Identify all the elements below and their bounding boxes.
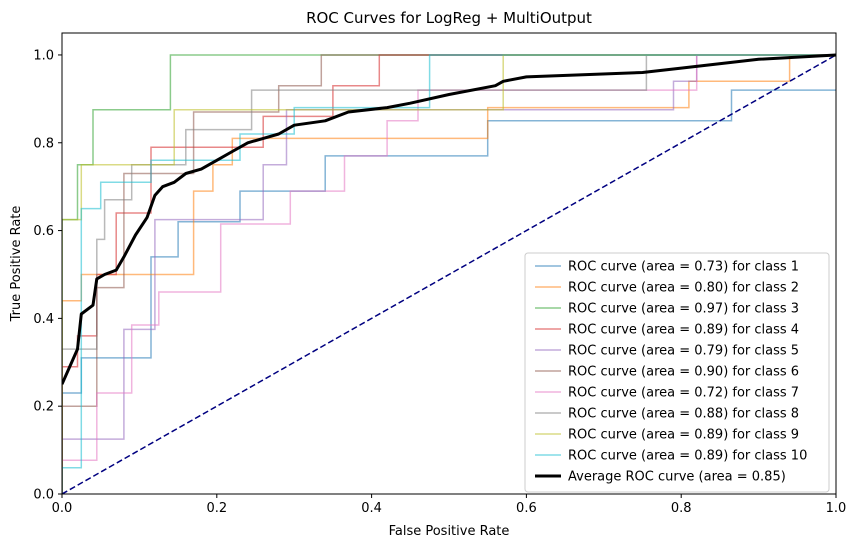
x-tick-label: 0.8: [671, 501, 692, 516]
plot-frame: [61, 32, 837, 495]
legend-label: ROC curve (area = 0.89) for class 10: [568, 449, 807, 464]
legend-label: ROC curve (area = 0.73) for class 1: [568, 260, 799, 275]
y-tick-label: 0.4: [33, 312, 54, 327]
x-tick-label: 1.0: [826, 501, 847, 516]
x-axis-ticks: 0.0 0.2 0.4 0.6 0.8 1.0: [52, 494, 847, 516]
legend-label: ROC curve (area = 0.90) for class 6: [568, 365, 799, 380]
x-tick-label: 0.2: [206, 501, 227, 516]
legend-label: ROC curve (area = 0.89) for class 4: [568, 323, 799, 338]
roc-line-class-5: [62, 54, 836, 494]
x-axis-title: False Positive Rate: [389, 524, 510, 539]
legend-label: ROC curve (area = 0.72) for class 7: [568, 386, 799, 401]
legend-box: [524, 252, 830, 493]
y-tick-label: 0.2: [33, 400, 54, 415]
y-axis-ticks: 0.0 0.2 0.4 0.6 0.8 1.0: [33, 48, 62, 503]
x-tick-label: 0.6: [516, 501, 537, 516]
legend: ROC curve (area = 0.73) for class 1 ROC c…: [524, 252, 830, 493]
x-tick-label: 0.0: [52, 501, 73, 516]
legend-label: ROC curve (area = 0.79) for class 5: [568, 344, 799, 359]
legend-label: ROC curve (area = 0.80) for class 2: [568, 281, 799, 296]
diagonal-reference-line: [62, 54, 836, 494]
chart-title: ROC Curves for LogReg + MultiOutput: [306, 9, 592, 27]
y-tick-label: 0.0: [33, 488, 54, 503]
y-axis-title: True Positive Rate: [9, 206, 24, 323]
legend-label: ROC curve (area = 0.89) for class 9: [568, 428, 799, 443]
legend-label: ROC curve (area = 0.88) for class 8: [568, 407, 799, 422]
legend-label: Average ROC curve (area = 0.85): [568, 470, 786, 485]
roc-line-class-9: [62, 54, 836, 494]
plot-area: [62, 53, 836, 494]
legend-label: ROC curve (area = 0.97) for class 3: [568, 302, 799, 317]
y-tick-label: 1.0: [33, 48, 54, 63]
y-tick-label: 0.8: [33, 136, 54, 151]
x-tick-label: 0.4: [361, 501, 382, 516]
y-tick-label: 0.6: [33, 224, 54, 239]
average-roc-line: [62, 53, 836, 385]
